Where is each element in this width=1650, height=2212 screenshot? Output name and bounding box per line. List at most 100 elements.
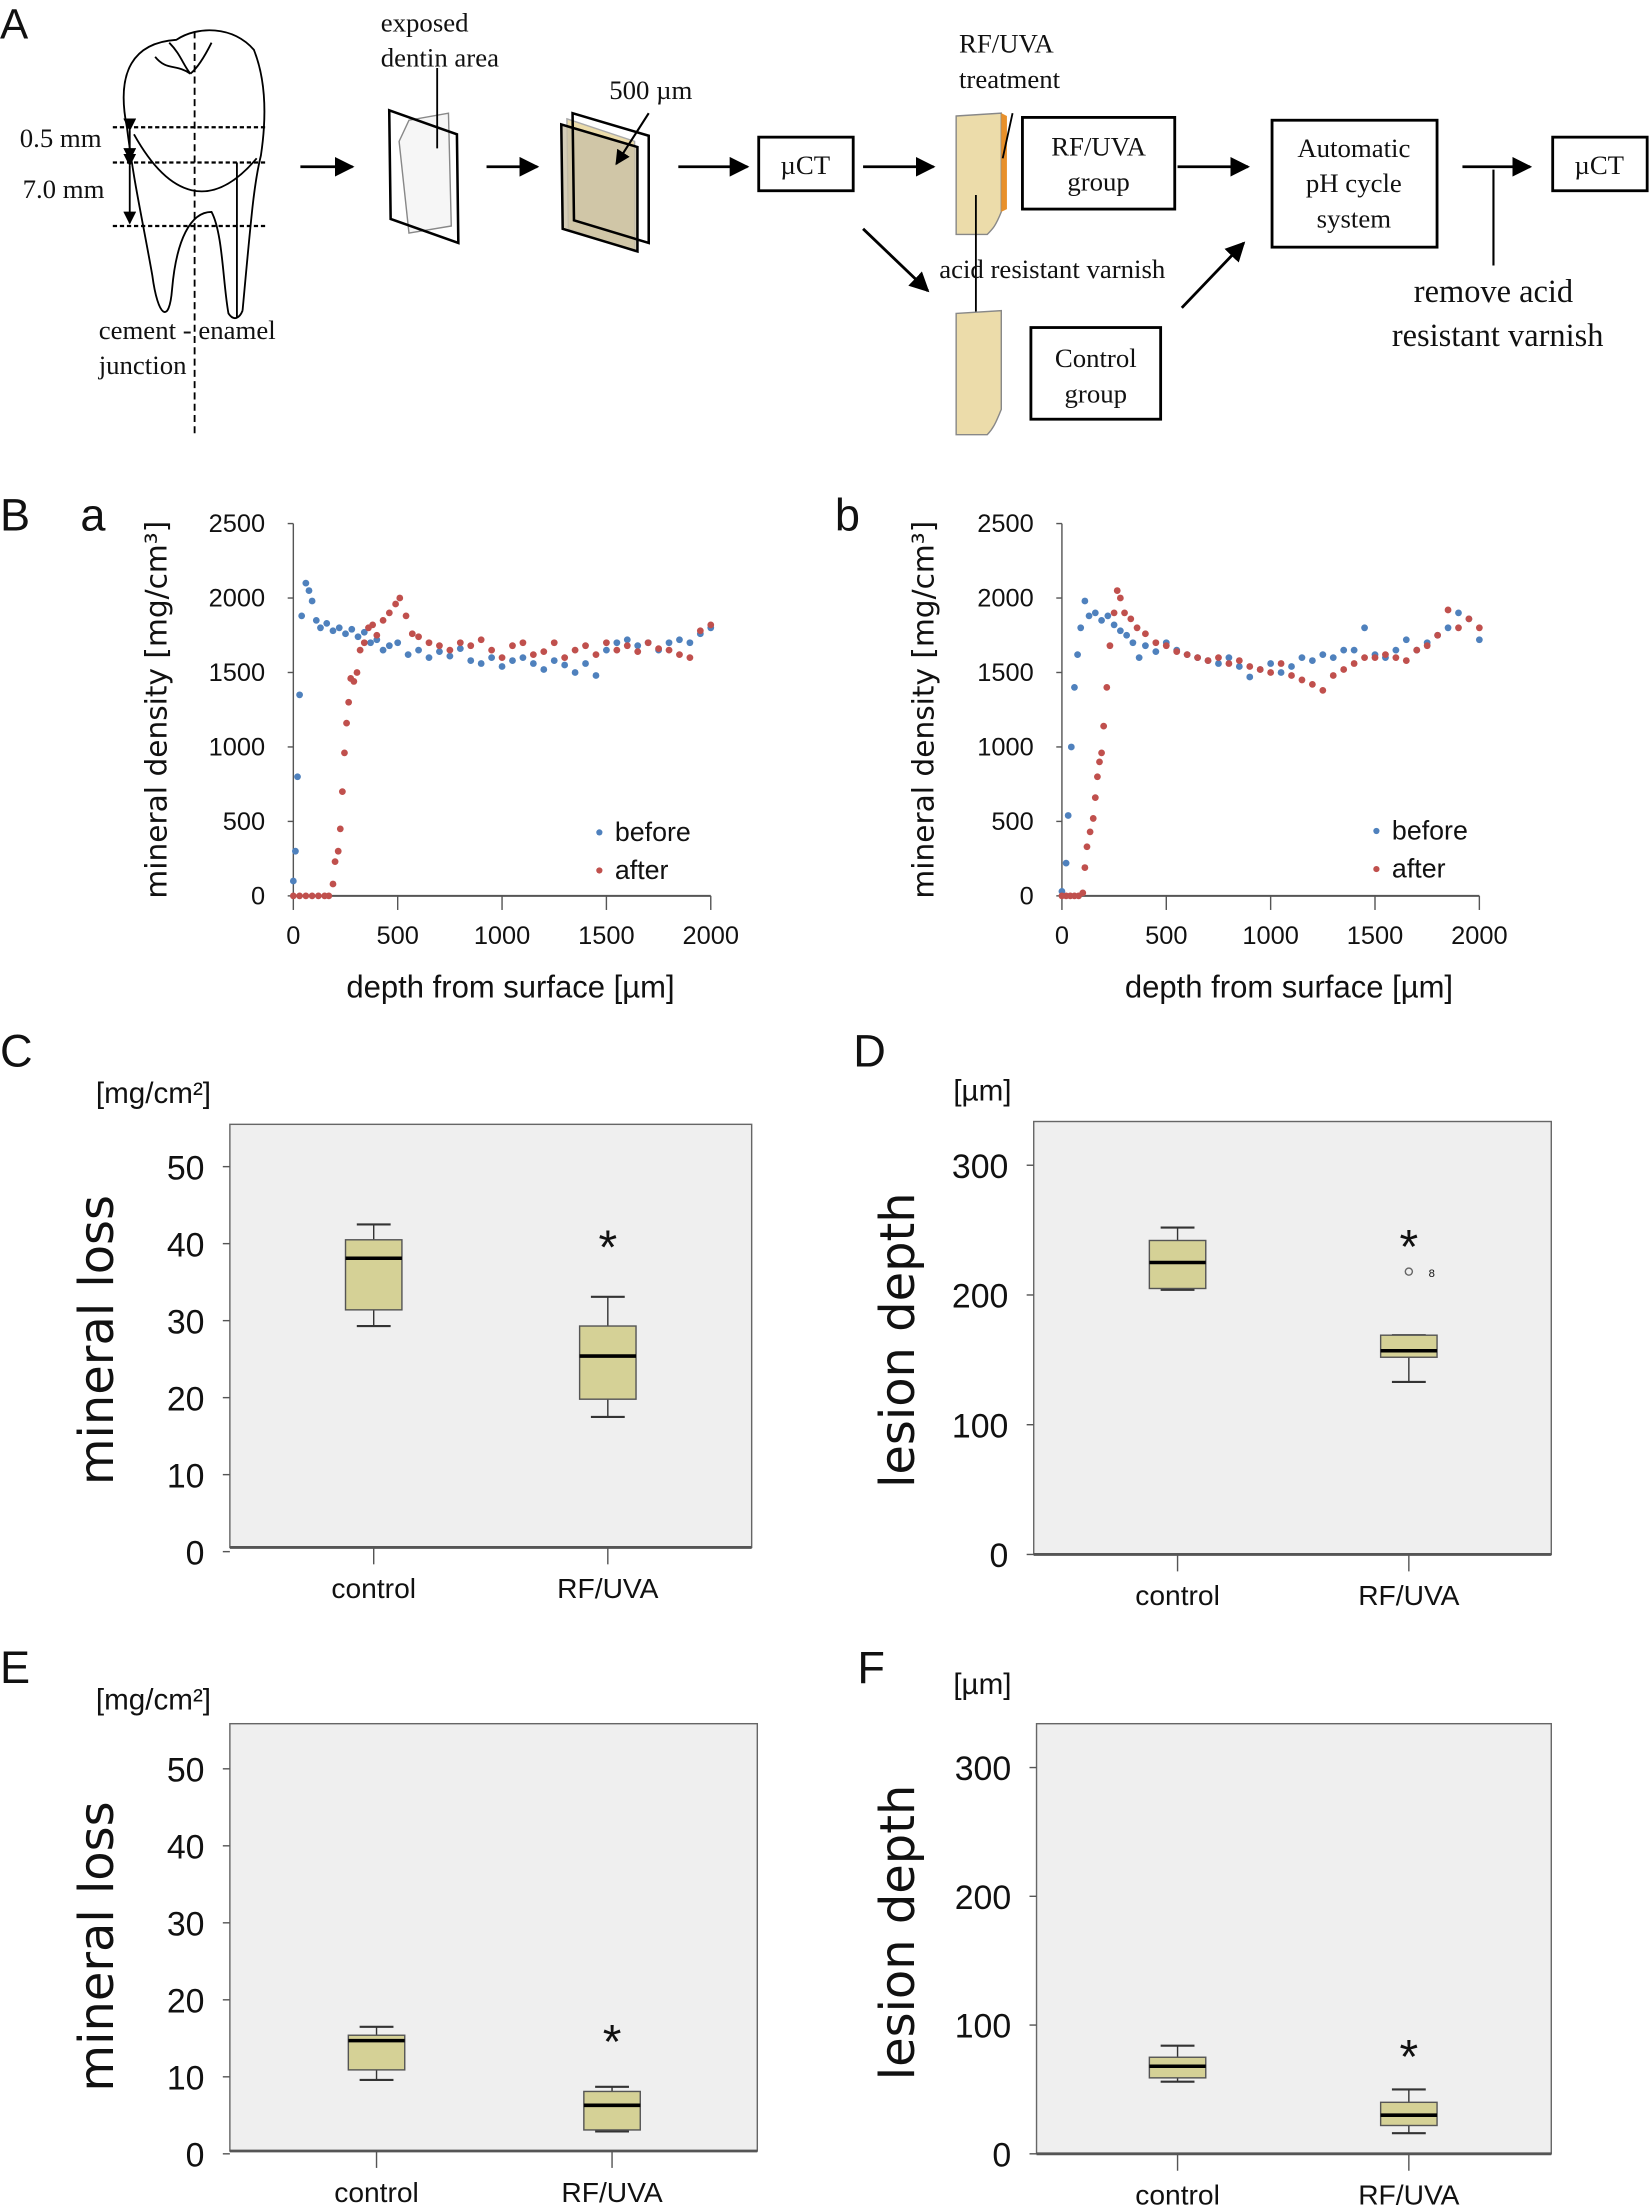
data-point-after bbox=[613, 646, 621, 654]
data-point-after bbox=[1392, 654, 1400, 661]
data-point-after bbox=[582, 642, 589, 650]
plot-area bbox=[229, 1123, 753, 1549]
data-point-after bbox=[550, 639, 558, 647]
data-point-before bbox=[613, 639, 621, 647]
data-point-after bbox=[665, 646, 673, 654]
y-tick-label: 50 bbox=[167, 1149, 205, 1187]
data-point-after bbox=[1152, 639, 1160, 647]
data-point-before bbox=[335, 624, 343, 632]
data-point-after bbox=[519, 639, 527, 647]
significance-asterisk: * bbox=[1400, 1221, 1419, 1274]
data-point-before bbox=[1225, 654, 1233, 661]
data-point-after bbox=[1329, 672, 1337, 679]
data-point-before bbox=[354, 633, 362, 641]
data-point-after bbox=[696, 627, 704, 635]
data-point-after bbox=[1444, 606, 1452, 614]
x-tick-label: control bbox=[1135, 1579, 1220, 1611]
legend-marker-before bbox=[596, 829, 603, 836]
x-tick-label: control bbox=[1135, 2179, 1220, 2211]
data-point-before bbox=[519, 654, 527, 661]
y-tick-label: 2500 bbox=[977, 510, 1033, 538]
data-point-before bbox=[367, 639, 374, 647]
data-point-after bbox=[314, 892, 322, 900]
data-point-after bbox=[1371, 654, 1379, 661]
arrow-7 bbox=[1180, 241, 1246, 309]
data-point-after bbox=[1423, 642, 1431, 650]
data-point-before bbox=[1091, 609, 1099, 617]
legend-label-after: after bbox=[615, 855, 669, 885]
data-point-before bbox=[603, 646, 610, 654]
data-point-before bbox=[582, 660, 589, 667]
data-point-after bbox=[1096, 758, 1103, 766]
data-point-after bbox=[1086, 828, 1094, 836]
data-point-before bbox=[1288, 663, 1295, 670]
data-point-after bbox=[1127, 615, 1135, 623]
data-point-before bbox=[425, 654, 433, 661]
plot-area bbox=[1033, 1120, 1552, 1556]
x-tick-label: RF/UVA bbox=[1358, 2179, 1459, 2211]
rf-treatment-label-2: treatment bbox=[959, 64, 1061, 94]
panel-label-f: F bbox=[857, 1642, 885, 1693]
data-point-after bbox=[1110, 609, 1118, 617]
box-rfuva bbox=[1379, 2088, 1438, 2135]
x-tick-label: 1000 bbox=[1242, 922, 1298, 950]
data-point-after bbox=[1298, 676, 1306, 684]
data-point-after bbox=[369, 621, 377, 629]
data-point-after bbox=[571, 646, 579, 654]
box-rfuva bbox=[578, 1295, 637, 1418]
y-tick-label: 2000 bbox=[209, 584, 265, 612]
x-tick-label: 1500 bbox=[578, 922, 634, 950]
y-tick-label: 300 bbox=[955, 1750, 1011, 1788]
plot-area bbox=[1035, 1722, 1552, 2155]
iqr-box bbox=[583, 2090, 641, 2131]
ph-label-1: Automatic bbox=[1297, 133, 1410, 163]
data-point-after bbox=[1204, 657, 1212, 664]
data-point-before bbox=[1098, 616, 1105, 624]
data-point-before bbox=[1402, 636, 1410, 644]
data-point-after bbox=[1116, 594, 1124, 602]
data-point-before bbox=[498, 663, 506, 670]
data-point-before bbox=[298, 612, 306, 620]
iqr-box bbox=[1379, 1334, 1438, 1358]
data-point-before bbox=[436, 648, 443, 656]
chart-f: 0 100 200 300 [µm] lesion depth control RF/UVA * bbox=[871, 1668, 1552, 2211]
y-tick-label: 10 bbox=[167, 2060, 205, 2098]
series-before bbox=[1058, 597, 1483, 895]
data-point-before bbox=[1475, 636, 1483, 644]
significance-asterisk: * bbox=[1400, 2031, 1419, 2084]
data-point-after bbox=[436, 642, 443, 650]
data-point-before bbox=[456, 645, 464, 653]
rf-group-label-2: group bbox=[1067, 167, 1129, 197]
control-specimen bbox=[955, 309, 1002, 436]
y-tick-label: 1000 bbox=[209, 733, 265, 761]
data-point-before bbox=[1235, 663, 1243, 670]
x-tick-label: 0 bbox=[1055, 922, 1069, 950]
y-tick-label: 500 bbox=[991, 808, 1033, 836]
data-point-after bbox=[302, 892, 310, 900]
dim-0-5mm: 0.5 mm bbox=[20, 123, 102, 153]
x-axis-label: depth from surface [µm] bbox=[1125, 969, 1453, 1004]
data-point-after bbox=[477, 636, 485, 644]
data-point-after bbox=[1079, 889, 1087, 897]
data-point-after bbox=[592, 651, 600, 659]
data-point-before bbox=[1062, 859, 1070, 867]
data-point-after bbox=[1162, 642, 1170, 650]
panel-label-a: A bbox=[0, 0, 29, 47]
data-point-before bbox=[1116, 627, 1124, 635]
outlier-point bbox=[1404, 1267, 1414, 1276]
data-point-after bbox=[1081, 864, 1089, 871]
data-point-after bbox=[1256, 666, 1264, 673]
data-point-after bbox=[1413, 646, 1421, 654]
legend-marker-before bbox=[1373, 827, 1380, 835]
data-point-after bbox=[345, 698, 353, 706]
data-point-after bbox=[334, 847, 342, 855]
data-point-before bbox=[665, 639, 673, 647]
tooth-drawing bbox=[112, 29, 268, 438]
chart-bb: 0 500 1000 1500 2000 2500 0 500 1000 1500 2000 dept… bbox=[907, 510, 1508, 1004]
legend-marker-after bbox=[1373, 865, 1380, 873]
data-point-after bbox=[408, 630, 416, 638]
uct-box-2 bbox=[1551, 135, 1649, 193]
data-point-after bbox=[1098, 749, 1105, 757]
data-point-before bbox=[1455, 609, 1462, 617]
ph-cycle-box bbox=[1270, 118, 1439, 249]
